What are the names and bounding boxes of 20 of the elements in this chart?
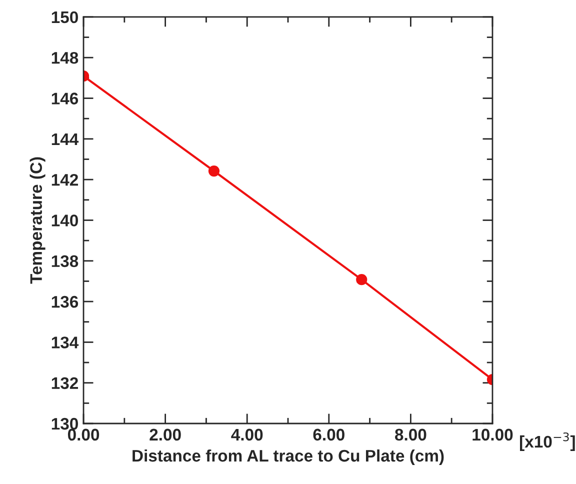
text: [x10$^{−3}$] [520, 432, 575, 451]
x-tick-label: 4.00 [231, 428, 263, 441]
y-tick-label: 150 [52, 11, 78, 24]
x-tick-label: 2.00 [150, 428, 181, 441]
y-tick-label: 138 [52, 255, 78, 268]
x-tick-label: 10.00 [472, 428, 513, 441]
y-tick-label: 130 [52, 418, 78, 430]
y-tick-label: 148 [52, 52, 78, 64]
y-tick-label: 132 [52, 377, 78, 390]
y-tick-label: 136 [52, 296, 78, 308]
y-tick-label: 144 [52, 133, 79, 145]
y-tick-label: 142 [52, 174, 78, 186]
y-tick-label: 140 [52, 214, 78, 226]
x-tick-label: 0.00 [68, 428, 100, 441]
y-tick-label: 146 [52, 92, 78, 104]
y-tick-label: 134 [52, 336, 79, 348]
x-tick-label: 6.00 [313, 428, 344, 441]
y-axis-title: Temperature (C) [30, 157, 46, 284]
x-tick-label: 8.00 [395, 428, 426, 441]
x-axis-title: Distance from AL trace to Cu Plate (cm) [132, 449, 444, 465]
